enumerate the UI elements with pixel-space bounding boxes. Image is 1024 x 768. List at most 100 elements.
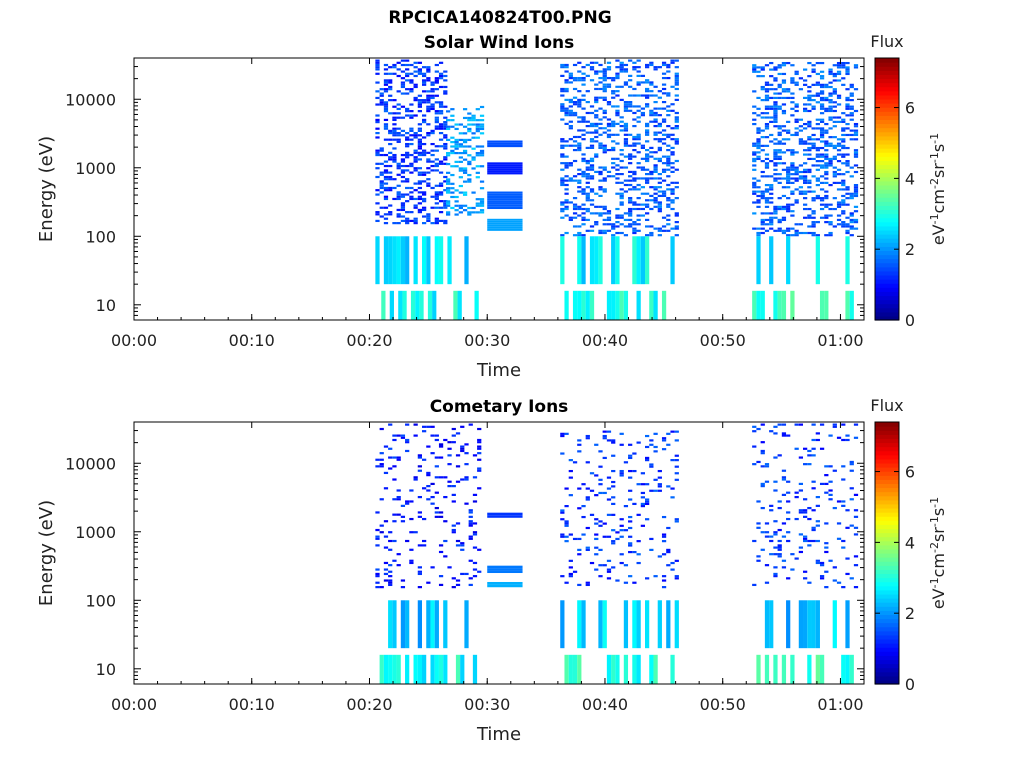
colorbar-segment — [875, 598, 899, 603]
spectrogram-cell — [657, 90, 662, 93]
spectrogram-cell — [467, 123, 472, 126]
spectrogram-cell — [594, 129, 599, 132]
spectrogram-cell — [467, 178, 472, 181]
spectrogram-cell — [477, 469, 482, 472]
spectrogram-cell — [585, 192, 590, 195]
spectrogram-cell — [815, 72, 820, 76]
spectrogram-cell — [427, 290, 433, 320]
spectrogram-cell — [786, 234, 791, 237]
colorbar-segment — [875, 577, 899, 583]
spectrogram-cell — [417, 145, 422, 148]
spectrogram-cell — [409, 103, 414, 106]
spectrogram-cell — [790, 168, 795, 171]
spectrogram-cell — [845, 107, 850, 110]
spectrogram-cell — [611, 654, 616, 684]
spectrogram-cell — [388, 423, 393, 426]
spectrogram-cell — [777, 555, 782, 558]
spectrogram-cell — [832, 125, 837, 128]
spectrogram-cell — [602, 212, 607, 215]
spectrogram-cell — [375, 59, 380, 62]
spectrogram-cell — [594, 70, 599, 73]
spectrogram-cell — [430, 434, 435, 437]
spectrogram-cell — [803, 162, 808, 165]
spectrogram-cell — [446, 191, 451, 194]
spectrogram-cell — [807, 94, 812, 97]
spectrogram-cell — [413, 531, 418, 534]
spectrogram-cell — [611, 76, 616, 80]
spectrogram-cell — [594, 537, 599, 541]
spectrogram-cell — [666, 157, 671, 160]
spectrogram-cell — [438, 583, 444, 587]
spectrogram-cell — [421, 208, 427, 212]
spectrogram-cell — [379, 427, 384, 431]
spectrogram-cell — [811, 107, 816, 110]
spectrogram-cell — [781, 231, 787, 235]
colorbar-segment — [875, 667, 899, 673]
spectrogram-cell — [572, 654, 578, 684]
spectrogram-cell — [752, 66, 757, 69]
spectrogram-cell — [661, 190, 667, 193]
spectrogram-cell — [649, 231, 654, 235]
spectrogram-cell — [773, 66, 778, 69]
spectrogram-cell — [769, 192, 774, 195]
spectrogram-cell — [598, 70, 603, 73]
spectrogram-cell — [602, 90, 607, 93]
spectrogram-cell — [819, 146, 825, 150]
spectrogram-cell — [819, 136, 825, 139]
spectrogram-cell — [581, 98, 586, 101]
spectrogram-cell — [773, 546, 778, 549]
spectrogram-cell — [781, 535, 787, 538]
spectrogram-cell — [619, 231, 624, 235]
spectrogram-cell — [790, 290, 795, 320]
spectrogram-cell — [409, 517, 414, 521]
spectrogram-cell — [841, 183, 846, 187]
spectrogram-cell — [803, 83, 808, 86]
spectrogram-cell — [383, 471, 389, 475]
spectrogram-cell — [619, 197, 624, 200]
spectrogram-cell — [661, 553, 667, 556]
spectrogram-cell — [405, 164, 410, 168]
spectrogram-cell — [438, 112, 444, 115]
colorbar-tick-label: 4 — [905, 169, 915, 188]
colorbar-segment — [875, 131, 899, 137]
spectrogram-cell — [421, 215, 427, 218]
spectrogram-cell — [819, 92, 825, 95]
spectrogram-cell — [657, 157, 662, 160]
spectrogram-cell — [430, 107, 435, 111]
spectrogram-cell — [764, 654, 770, 684]
spectrogram-cell — [438, 191, 444, 194]
colorbar-segment — [875, 487, 899, 493]
spectrogram-cell — [615, 173, 620, 176]
spectrogram-cell — [375, 581, 380, 584]
spectrogram-cell — [560, 87, 565, 91]
spectrogram-cell — [798, 456, 804, 459]
spectrogram-cell — [674, 478, 679, 481]
spectrogram-cell — [572, 203, 578, 206]
spectrogram-cell — [388, 81, 393, 84]
spectrogram-cell — [409, 191, 414, 194]
panel-title: Solar Wind Ions — [424, 33, 575, 53]
spectrogram-cell — [628, 544, 633, 547]
spectrogram-cell — [417, 211, 422, 214]
spectrogram-cell — [451, 441, 456, 444]
spectrogram-cell — [438, 550, 444, 554]
colorbar-segment — [875, 618, 899, 624]
colorbar-segment — [875, 205, 899, 211]
spectrogram-cell — [760, 548, 765, 551]
spectrogram-cell — [619, 529, 624, 532]
spectrogram-cell — [577, 231, 582, 235]
spectrogram-cell — [589, 175, 595, 178]
spectrogram-cell — [564, 66, 569, 69]
spectrogram-cell — [670, 109, 675, 112]
spectrogram-cell — [479, 204, 485, 207]
spectrogram-cell — [479, 149, 485, 152]
spectrogram-cell — [577, 450, 582, 453]
spectrogram-cell — [568, 494, 573, 497]
spectrogram-cell — [396, 564, 401, 567]
spectrogram-cell — [760, 441, 765, 444]
colorbar-segment — [875, 164, 899, 170]
spectrogram-cell — [405, 156, 410, 159]
spectrogram-cell — [803, 122, 808, 126]
spectrogram-cell — [628, 175, 633, 178]
